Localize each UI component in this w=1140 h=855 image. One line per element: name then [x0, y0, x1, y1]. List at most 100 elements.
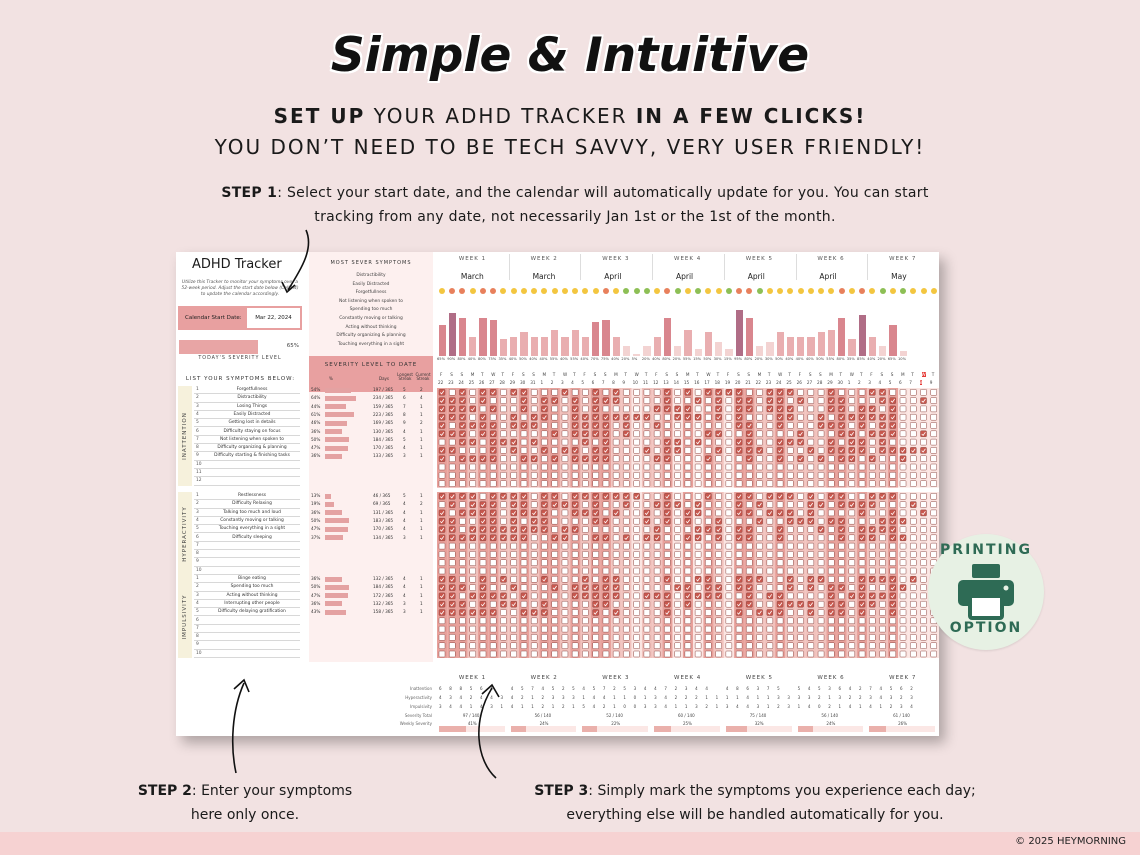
- checkbox[interactable]: [725, 609, 733, 616]
- checkbox-checked[interactable]: [787, 517, 794, 525]
- checkbox[interactable]: [715, 501, 722, 508]
- checkbox-checked[interactable]: [459, 609, 466, 616]
- checkbox-checked[interactable]: [489, 493, 497, 500]
- checkbox[interactable]: [766, 526, 774, 533]
- checkbox-checked[interactable]: [776, 389, 784, 396]
- checkbox-checked[interactable]: [469, 438, 476, 446]
- checkbox[interactable]: [869, 634, 876, 641]
- checkbox[interactable]: [899, 592, 907, 600]
- checkbox[interactable]: [797, 422, 804, 429]
- checkbox[interactable]: [838, 567, 845, 575]
- checkbox-checked[interactable]: [746, 447, 753, 454]
- checkbox[interactable]: [787, 455, 794, 462]
- checkbox[interactable]: [858, 634, 866, 641]
- checkbox[interactable]: [459, 567, 466, 575]
- checkbox-checked[interactable]: [551, 534, 558, 542]
- checkbox[interactable]: [797, 493, 804, 500]
- checkbox-checked[interactable]: [746, 397, 753, 404]
- checkbox-checked[interactable]: [561, 501, 569, 508]
- checkbox[interactable]: [910, 559, 917, 566]
- checkbox-checked[interactable]: [448, 493, 456, 500]
- checkbox[interactable]: [653, 617, 661, 625]
- checkbox-checked[interactable]: [766, 405, 774, 413]
- checkbox[interactable]: [930, 397, 938, 404]
- checkbox[interactable]: [561, 422, 569, 429]
- checkbox[interactable]: [725, 600, 733, 608]
- checkbox[interactable]: [438, 501, 446, 508]
- checkbox[interactable]: [684, 551, 692, 558]
- checkbox[interactable]: [725, 517, 733, 525]
- checkbox-checked[interactable]: [479, 389, 487, 396]
- checkbox[interactable]: [705, 534, 712, 542]
- checkbox[interactable]: [612, 517, 620, 525]
- symptom-row[interactable]: 11: [194, 469, 300, 478]
- checkbox[interactable]: [858, 389, 866, 396]
- checkbox-checked[interactable]: [448, 397, 456, 404]
- checkbox[interactable]: [623, 389, 630, 396]
- checkbox[interactable]: [459, 617, 466, 625]
- checkbox[interactable]: [797, 634, 804, 641]
- checkbox[interactable]: [623, 567, 630, 575]
- checkbox[interactable]: [633, 584, 640, 591]
- checkbox[interactable]: [510, 480, 517, 487]
- checkbox[interactable]: [776, 642, 784, 649]
- checkbox[interactable]: [520, 584, 528, 591]
- checkbox[interactable]: [848, 480, 856, 487]
- checkbox[interactable]: [766, 430, 774, 438]
- checkbox[interactable]: [653, 551, 661, 558]
- checkbox[interactable]: [469, 559, 476, 566]
- checkbox[interactable]: [643, 551, 651, 558]
- checkbox[interactable]: [633, 551, 640, 558]
- checkbox[interactable]: [848, 576, 856, 583]
- checkbox[interactable]: [448, 472, 456, 479]
- checkbox-checked[interactable]: [746, 576, 753, 583]
- checkbox[interactable]: [469, 642, 476, 649]
- checkbox[interactable]: [838, 592, 845, 600]
- checkbox[interactable]: [776, 430, 784, 438]
- checkbox[interactable]: [705, 600, 712, 608]
- checkbox[interactable]: [910, 526, 917, 533]
- checkbox[interactable]: [551, 438, 558, 446]
- checkbox[interactable]: [623, 634, 630, 641]
- checkbox[interactable]: [879, 501, 886, 508]
- checkbox-checked[interactable]: [653, 422, 661, 429]
- symptom-row[interactable]: 5 Touching everything in a sight: [194, 525, 300, 534]
- checkbox[interactable]: [807, 592, 815, 600]
- checkbox[interactable]: [725, 413, 733, 421]
- checkbox-checked[interactable]: [756, 501, 763, 508]
- checkbox[interactable]: [756, 650, 763, 658]
- checkbox[interactable]: [623, 559, 630, 566]
- checkbox[interactable]: [602, 472, 610, 479]
- checkbox[interactable]: [612, 526, 620, 533]
- checkbox[interactable]: [571, 642, 579, 649]
- checkbox[interactable]: [479, 625, 487, 633]
- checkbox-checked[interactable]: [489, 609, 497, 616]
- checkbox[interactable]: [653, 584, 661, 591]
- checkbox-checked[interactable]: [746, 422, 753, 429]
- checkbox[interactable]: [592, 567, 599, 575]
- checkbox[interactable]: [899, 551, 907, 558]
- checkbox[interactable]: [612, 480, 620, 487]
- checkbox-checked[interactable]: [684, 517, 692, 525]
- checkbox[interactable]: [705, 551, 712, 558]
- checkbox[interactable]: [500, 397, 507, 404]
- symptom-row[interactable]: 10: [194, 567, 300, 575]
- checkbox[interactable]: [735, 463, 743, 471]
- checkbox[interactable]: [869, 472, 876, 479]
- checkbox[interactable]: [879, 472, 886, 479]
- checkbox-checked[interactable]: [582, 493, 589, 500]
- checkbox[interactable]: [561, 567, 569, 575]
- checkbox-checked[interactable]: [746, 592, 753, 600]
- checkbox[interactable]: [551, 625, 558, 633]
- checkbox[interactable]: [530, 397, 538, 404]
- checkbox[interactable]: [910, 584, 917, 591]
- checkbox-checked[interactable]: [879, 389, 886, 396]
- checkbox[interactable]: [766, 542, 774, 550]
- symptom-row[interactable]: 9: [194, 558, 300, 567]
- checkbox[interactable]: [448, 617, 456, 625]
- checkbox-checked[interactable]: [571, 501, 579, 508]
- checkbox[interactable]: [551, 413, 558, 421]
- checkbox-checked[interactable]: [715, 517, 722, 525]
- checkbox[interactable]: [612, 650, 620, 658]
- checkbox[interactable]: [612, 422, 620, 429]
